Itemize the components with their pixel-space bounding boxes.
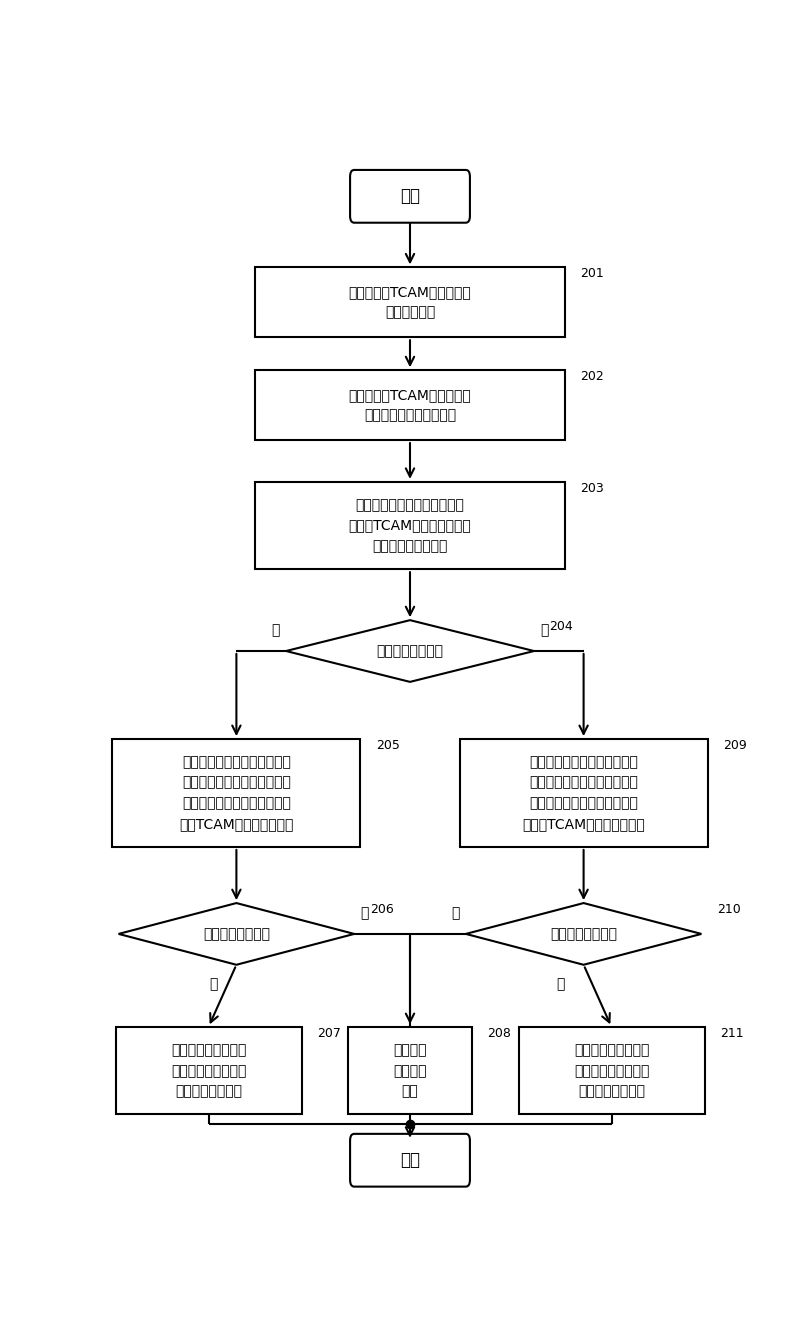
Text: 第三匹配是否成功: 第三匹配是否成功 xyxy=(203,927,270,941)
Text: 202: 202 xyxy=(581,370,604,383)
Text: 第四匹配是否成功: 第四匹配是否成功 xyxy=(550,927,617,941)
Text: 在第一类型TCAM中配置第一
类标识域信息: 在第一类型TCAM中配置第一 类标识域信息 xyxy=(349,285,471,319)
Polygon shape xyxy=(118,903,354,965)
Text: 211: 211 xyxy=(720,1027,744,1039)
Bar xyxy=(348,1027,472,1114)
Text: 识别当前帧为协议帧，将匹配
的索引値和帧内标识业务流的
标识域信息作为键値，在第二
类型TCAM内进行第三匹配: 识别当前帧为协议帧，将匹配 的索引値和帧内标识业务流的 标识域信息作为键値，在第… xyxy=(179,755,294,831)
Text: 210: 210 xyxy=(717,903,741,916)
Bar xyxy=(459,739,708,847)
Bar xyxy=(255,482,565,569)
Text: 将当前帧内的标识域信息与第
一类型TCAM中的第一类标识
域信息进行第一匹配: 将当前帧内的标识域信息与第 一类型TCAM中的第一类标识 域信息进行第一匹配 xyxy=(349,498,471,553)
Bar xyxy=(255,267,565,337)
Text: 207: 207 xyxy=(317,1027,341,1039)
Bar xyxy=(115,1027,302,1114)
Text: 209: 209 xyxy=(723,739,747,752)
Text: 第一匹配是否成功: 第一匹配是否成功 xyxy=(377,644,443,659)
Text: 是: 是 xyxy=(210,977,218,991)
Text: 开始: 开始 xyxy=(400,187,420,206)
Text: 识别当前帧为业务帧，将该帧
内的标识域信息与预设的业务
帧索引値共同作为键値，在第
二类型TCAM内进行第四匹配: 识别当前帧为业务帧，将该帧 内的标识域信息与预设的业务 帧索引値共同作为键値，在… xyxy=(522,755,645,831)
Bar xyxy=(255,370,565,440)
FancyBboxPatch shape xyxy=(350,170,470,223)
Text: 208: 208 xyxy=(487,1027,511,1039)
Text: 否: 否 xyxy=(361,907,369,921)
Polygon shape xyxy=(286,620,534,681)
Text: 按匹配的索引値找到
对应的操作信息，对
该业务帧执行操作: 按匹配的索引値找到 对应的操作信息，对 该业务帧执行操作 xyxy=(574,1043,649,1098)
Text: 是: 是 xyxy=(557,977,565,991)
Text: 205: 205 xyxy=(376,739,400,752)
Text: 201: 201 xyxy=(581,267,604,281)
FancyBboxPatch shape xyxy=(350,1134,470,1186)
Polygon shape xyxy=(466,903,702,965)
Text: 204: 204 xyxy=(550,620,574,633)
Text: 按照全局
配置进行
处理: 按照全局 配置进行 处理 xyxy=(394,1043,426,1098)
Text: 结束: 结束 xyxy=(400,1152,420,1169)
Text: 否: 否 xyxy=(451,907,459,921)
Text: 203: 203 xyxy=(581,482,604,494)
Text: 是: 是 xyxy=(271,624,280,637)
Text: 206: 206 xyxy=(370,903,394,916)
Text: 否: 否 xyxy=(540,624,549,637)
Bar xyxy=(518,1027,705,1114)
Bar xyxy=(112,739,360,847)
Text: 按匹配的索引値找到
对应的操作信息，对
该协议帧执行操作: 按匹配的索引値找到 对应的操作信息，对 该协议帧执行操作 xyxy=(171,1043,246,1098)
Text: 在第二类型TCAM中配置第二
类标识域信息和帧索引値: 在第二类型TCAM中配置第二 类标识域信息和帧索引値 xyxy=(349,387,471,422)
